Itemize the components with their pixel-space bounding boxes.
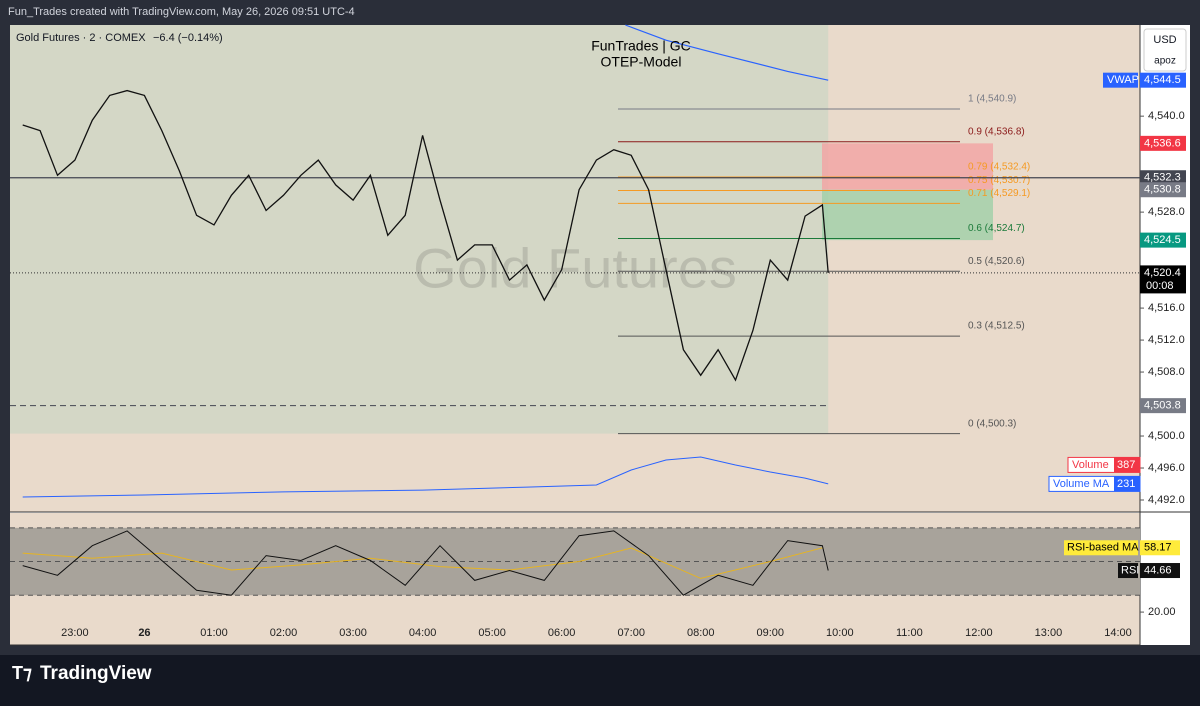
header: Fun_Trades created with TradingView.com,… xyxy=(8,6,355,18)
symbol: Gold Futures · 2 · COMEX xyxy=(16,32,146,44)
footer-bar xyxy=(0,655,1200,701)
x-tick-label: 26 xyxy=(138,627,150,639)
countdown: 00:08 xyxy=(1146,280,1174,292)
y-tick-label: 4,508.0 xyxy=(1148,366,1185,378)
zone-box xyxy=(822,189,993,241)
model-zone xyxy=(10,25,829,434)
fib-label: 0.9 (4,536.8) xyxy=(968,126,1025,137)
fib-label: 0.75 (4,530.7) xyxy=(968,175,1030,186)
price-line xyxy=(22,89,829,382)
y-tick-label: 4,540.0 xyxy=(1148,110,1185,122)
rsi-value-bg xyxy=(1140,563,1180,579)
x-tick-label: 11:00 xyxy=(896,627,923,639)
rsi-tag xyxy=(1118,563,1138,579)
currency-box xyxy=(1143,28,1187,72)
x-tick-label: 02:00 xyxy=(270,627,298,639)
fib-label: 0.5 (4,520.6) xyxy=(968,256,1025,267)
x-tick-label: 23:00 xyxy=(61,627,89,639)
price-tag-label: 4,530.8 xyxy=(1144,184,1181,196)
x-tick-label: 07:00 xyxy=(617,627,645,639)
y-tick-label: 4,500.0 xyxy=(1148,430,1185,442)
price-tag-label: 4,544.5 xyxy=(1144,74,1181,86)
rsi-ma-name: RSI-based MA xyxy=(1067,542,1139,554)
x-tick-label: 09:00 xyxy=(757,627,785,639)
fib-label: 0.3 (4,512.5) xyxy=(968,321,1025,332)
fib-label: 0.6 (4,524.7) xyxy=(968,223,1025,234)
volume-value-bg xyxy=(1114,457,1140,473)
y-tick-label: 4,512.0 xyxy=(1148,334,1185,346)
chart-subtitle: OTEP-Model xyxy=(601,54,682,70)
price-tag xyxy=(1140,72,1186,88)
x-tick-label: 06:00 xyxy=(548,627,576,639)
x-tick-label: 13:00 xyxy=(1035,627,1063,639)
y-tick-label: 4,496.0 xyxy=(1148,462,1185,474)
chart-title: FunTrades | GC xyxy=(591,38,691,54)
vwap-tag xyxy=(1103,72,1138,88)
y-tick-label: 4,492.0 xyxy=(1148,494,1185,506)
x-tick-label: 14:00 xyxy=(1104,627,1132,639)
rsi-tick-label: 20.00 xyxy=(1148,606,1176,618)
price-tag xyxy=(1140,398,1186,414)
rsi-value: 44.66 xyxy=(1144,564,1172,576)
vwap-tag-label: VWAP xyxy=(1107,74,1139,86)
volume-ma-line xyxy=(22,456,829,498)
y-tick-label: 4,516.0 xyxy=(1148,302,1185,314)
x-tick-label: 05:00 xyxy=(478,627,506,639)
chart: Gold Futures 4,492.0 4,496.0 4,500.0 4,508.0… xyxy=(10,24,1190,646)
brand: TradingView xyxy=(40,663,152,684)
price-tag xyxy=(1140,265,1186,294)
rsi-ma-line xyxy=(22,547,823,579)
y-tick-label: 4,528.0 xyxy=(1148,206,1185,218)
volume-name: Volume xyxy=(1072,459,1109,471)
price-tag-label: 4,532.3 xyxy=(1144,172,1181,184)
price-tag-label: 4,524.5 xyxy=(1144,234,1181,246)
zone-box xyxy=(822,143,993,190)
x-tick-label: 04:00 xyxy=(409,627,437,639)
fib-label: 0.71 (4,529.1) xyxy=(968,188,1030,199)
fib-label: 0.79 (4,532.4) xyxy=(968,162,1030,173)
rsi-line xyxy=(22,530,829,596)
volume-value: 387 xyxy=(1117,459,1135,471)
volume-ma-value-bg xyxy=(1114,476,1140,492)
fib-label: 0 (4,500.3) xyxy=(968,418,1016,429)
rsi-ma-tag xyxy=(1064,540,1138,556)
watermark: Gold Futures xyxy=(413,237,737,300)
price-tag xyxy=(1140,182,1186,198)
currency: USD xyxy=(1153,34,1176,46)
rsi-name: RSI xyxy=(1121,564,1139,576)
price-tag xyxy=(1140,232,1186,248)
price-tag-label: 4,503.8 xyxy=(1144,400,1181,412)
volume-ma-value: 231 xyxy=(1117,478,1135,490)
x-tick-label: 12:00 xyxy=(965,627,993,639)
volume-ma-name: Volume MA xyxy=(1053,478,1110,490)
fib-label: 1 (4,540.9) xyxy=(968,94,1016,105)
x-tick-label: 10:00 xyxy=(826,627,854,639)
vwap-line xyxy=(625,24,829,81)
unit: apoz xyxy=(1154,56,1176,67)
rsi-ma-value-bg xyxy=(1140,540,1180,556)
change: −6.4 (−0.14%) xyxy=(153,32,223,44)
x-tick-label: 01:00 xyxy=(200,627,228,639)
rsi-ma-value: 58.17 xyxy=(1144,542,1172,554)
x-tick-label: 03:00 xyxy=(339,627,367,639)
x-tick-label: 08:00 xyxy=(687,627,715,639)
price-tag xyxy=(1140,170,1186,186)
price-tag xyxy=(1140,135,1186,151)
brand-logo: T⁊ xyxy=(12,663,32,683)
price-tag-label: 4,536.6 xyxy=(1144,137,1181,149)
price-tag-label: 4,520.4 xyxy=(1144,267,1181,279)
